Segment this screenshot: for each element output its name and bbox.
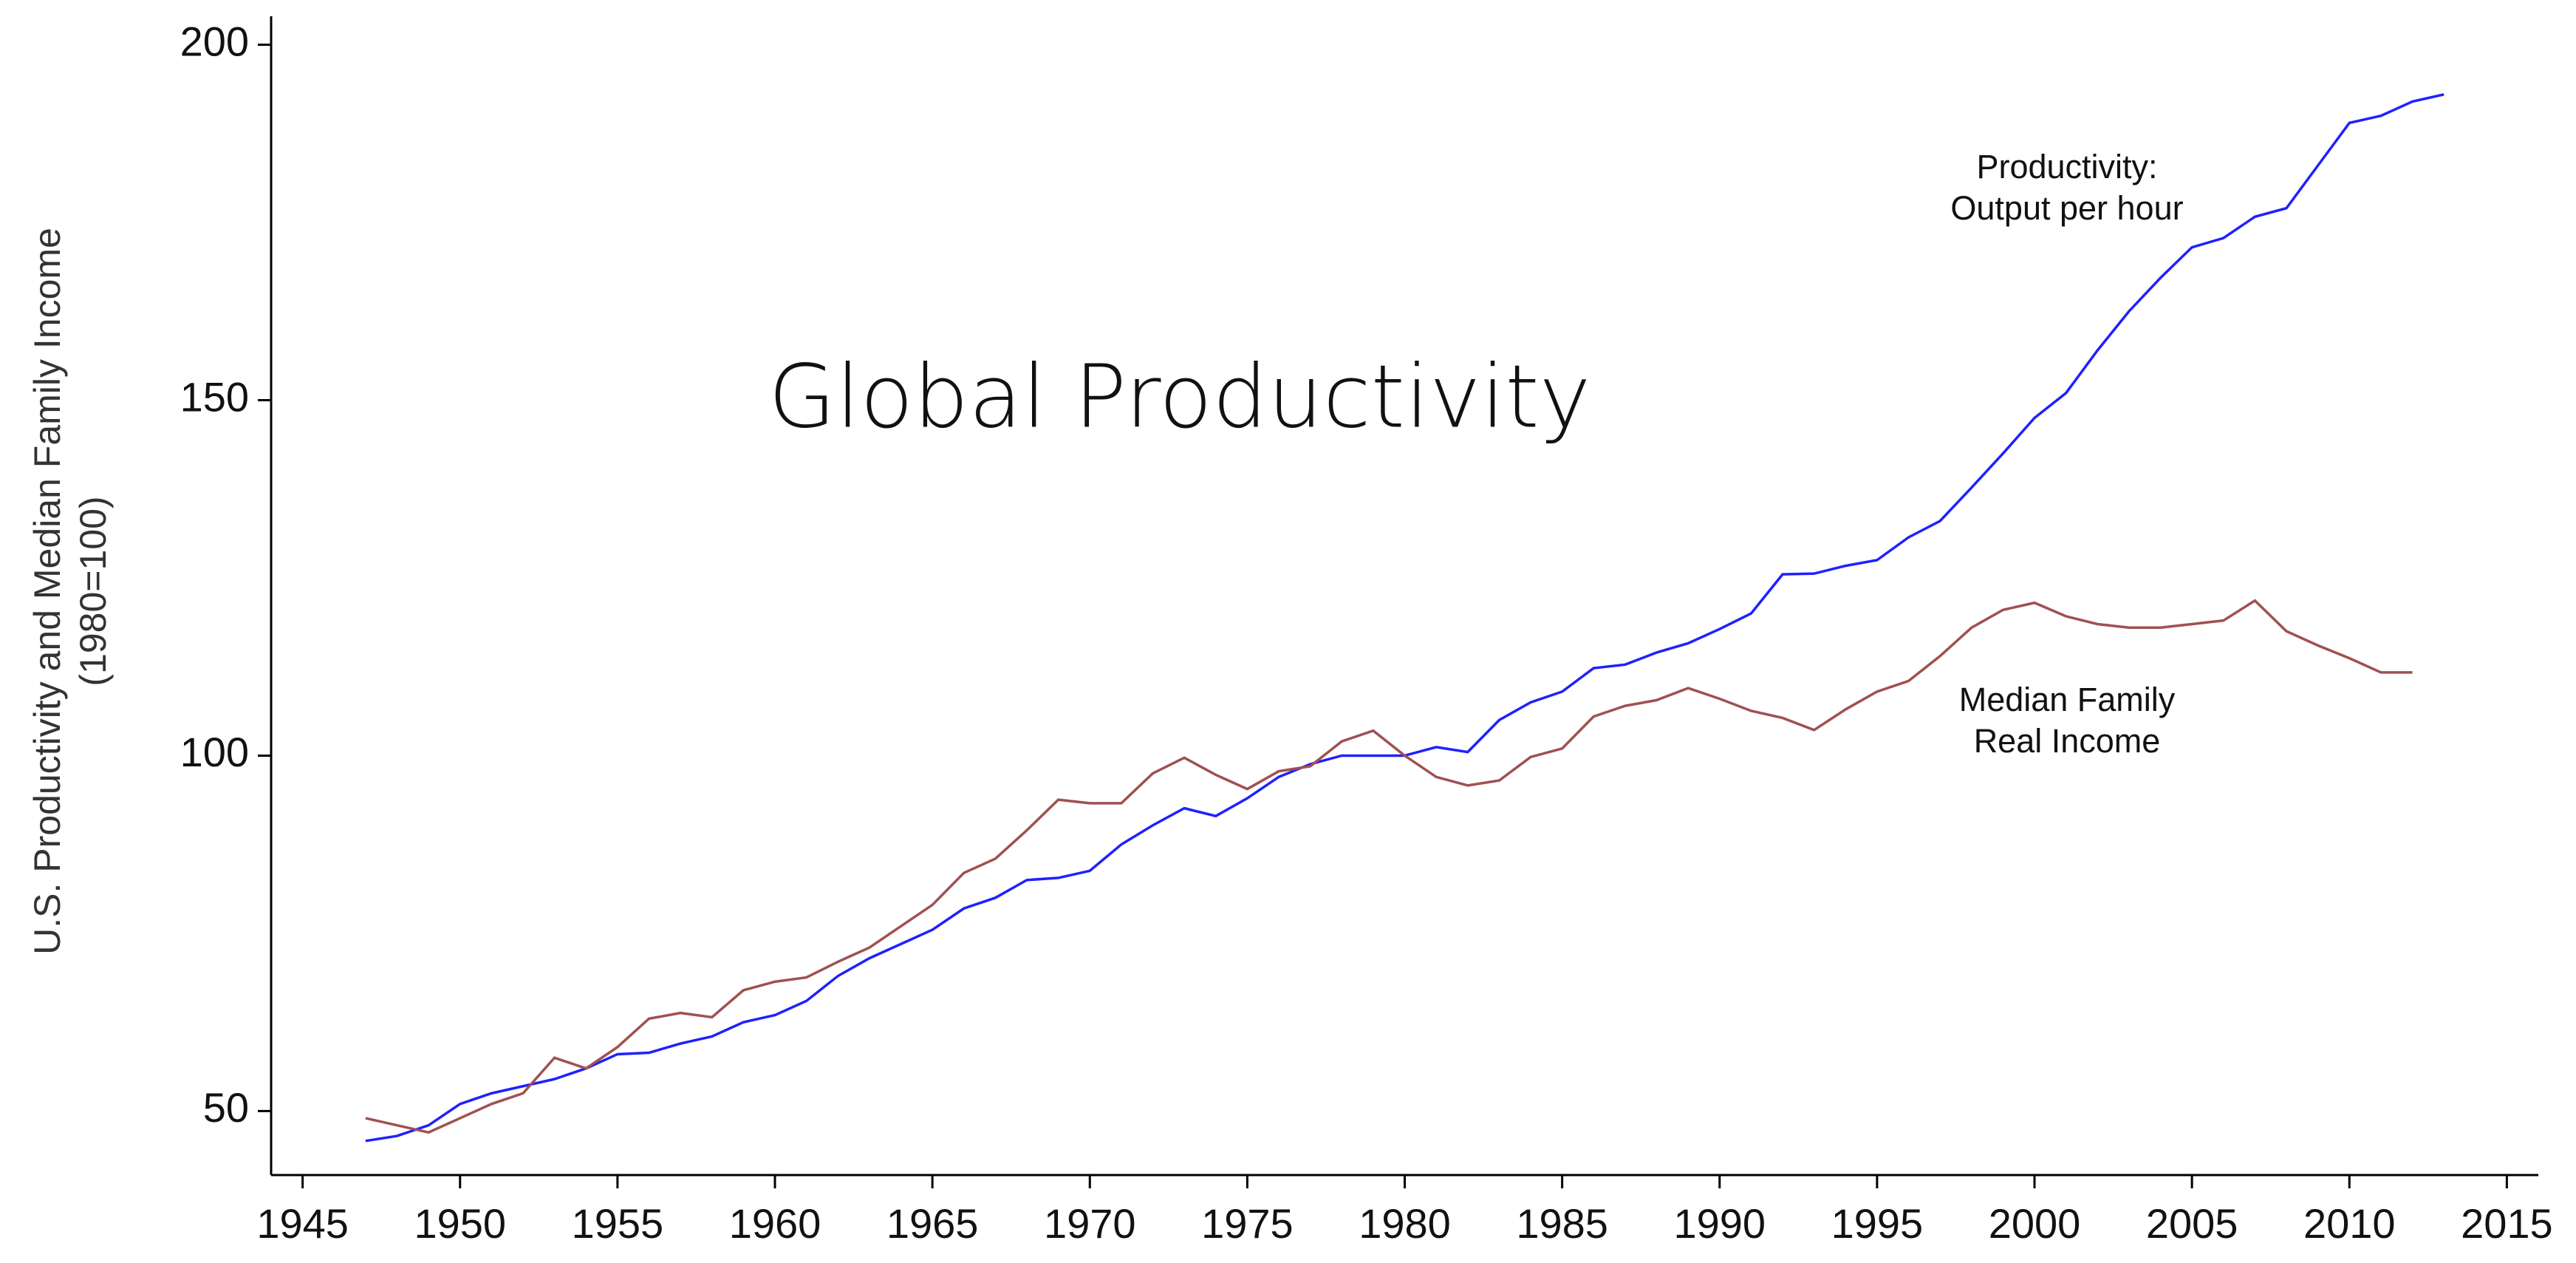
x-tick-label: 1965 <box>886 1200 979 1247</box>
y-axis-label: (1980=100) <box>72 496 114 686</box>
annotation: Output per hour <box>1950 189 2183 227</box>
annotation: Productivity: <box>1976 148 2157 185</box>
x-tick-label: 2005 <box>2146 1200 2238 1247</box>
y-tick-label: 150 <box>180 373 249 420</box>
x-tick-label: 1970 <box>1044 1200 1136 1247</box>
chart-title: Global Productivity <box>768 345 1591 447</box>
x-tick-label: 1975 <box>1201 1200 1294 1247</box>
x-tick-label: 1960 <box>729 1200 821 1247</box>
y-tick-label: 200 <box>180 18 249 64</box>
y-tick-label: 100 <box>180 729 249 775</box>
x-tick-label: 2015 <box>2461 1200 2553 1247</box>
x-tick-label: 1945 <box>256 1200 349 1247</box>
x-tick-label: 1995 <box>1831 1200 1924 1247</box>
x-tick-label: 1955 <box>572 1200 664 1247</box>
x-tick-label: 2010 <box>2303 1200 2396 1247</box>
y-axis-label: U.S. Productivity and Median Family Inco… <box>27 228 68 955</box>
x-tick-label: 1980 <box>1359 1200 1451 1247</box>
x-tick-label: 1950 <box>414 1200 506 1247</box>
x-tick-label: 2000 <box>1989 1200 2081 1247</box>
y-tick-label: 50 <box>203 1084 249 1131</box>
annotation: Median Family <box>1959 681 2176 718</box>
series-line <box>365 93 2445 1143</box>
annotation: Real Income <box>1974 722 2161 760</box>
x-tick-label: 1985 <box>1516 1200 1608 1247</box>
x-tick-label: 1990 <box>1673 1200 1766 1247</box>
series-line <box>365 599 2413 1134</box>
